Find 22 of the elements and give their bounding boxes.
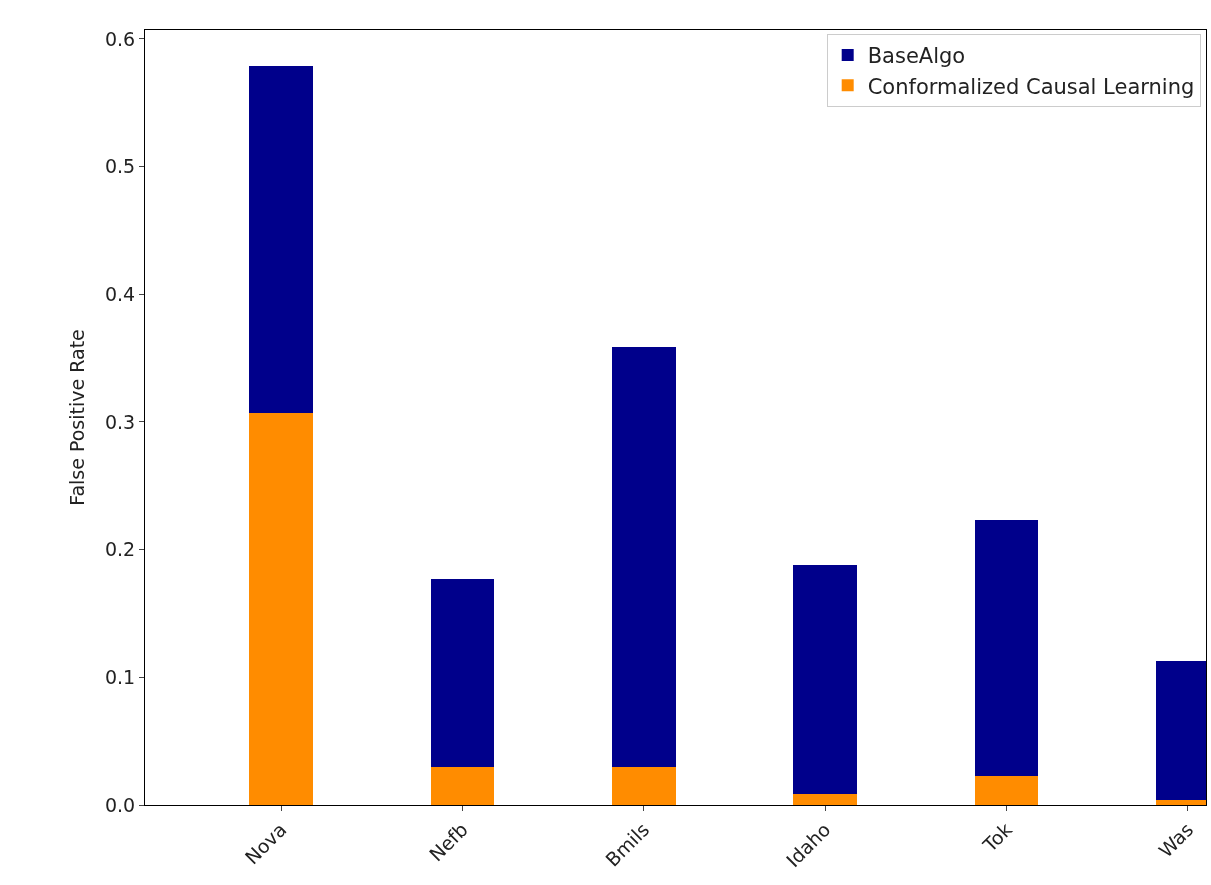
bar (249, 65, 313, 414)
bar (612, 346, 676, 767)
bar (612, 766, 676, 805)
bar (974, 520, 1039, 776)
bar (793, 564, 857, 794)
x-tick-label: Was (1154, 818, 1198, 862)
y-tick-label: 0.2 (104, 538, 136, 561)
y-tick-label: 0.4 (104, 282, 136, 305)
y-tick-label: 0.5 (104, 155, 136, 178)
y-tick-label: 0.6 (104, 27, 136, 50)
bar (430, 766, 495, 805)
y-tick-label: 0.0 (104, 793, 136, 816)
y-tick-label: 0.1 (104, 665, 136, 688)
y-axis-title: False Positive Rate (65, 329, 88, 506)
bar (974, 775, 1039, 805)
legend-label: Conformalized Causal Learning (867, 74, 1195, 99)
bar (430, 579, 495, 767)
bar (249, 413, 313, 805)
x-tick-label: Tok (977, 818, 1017, 857)
bar (793, 793, 857, 805)
y-tick-label: 0.3 (104, 410, 136, 433)
legend-label: BaseAlgo (867, 44, 966, 69)
